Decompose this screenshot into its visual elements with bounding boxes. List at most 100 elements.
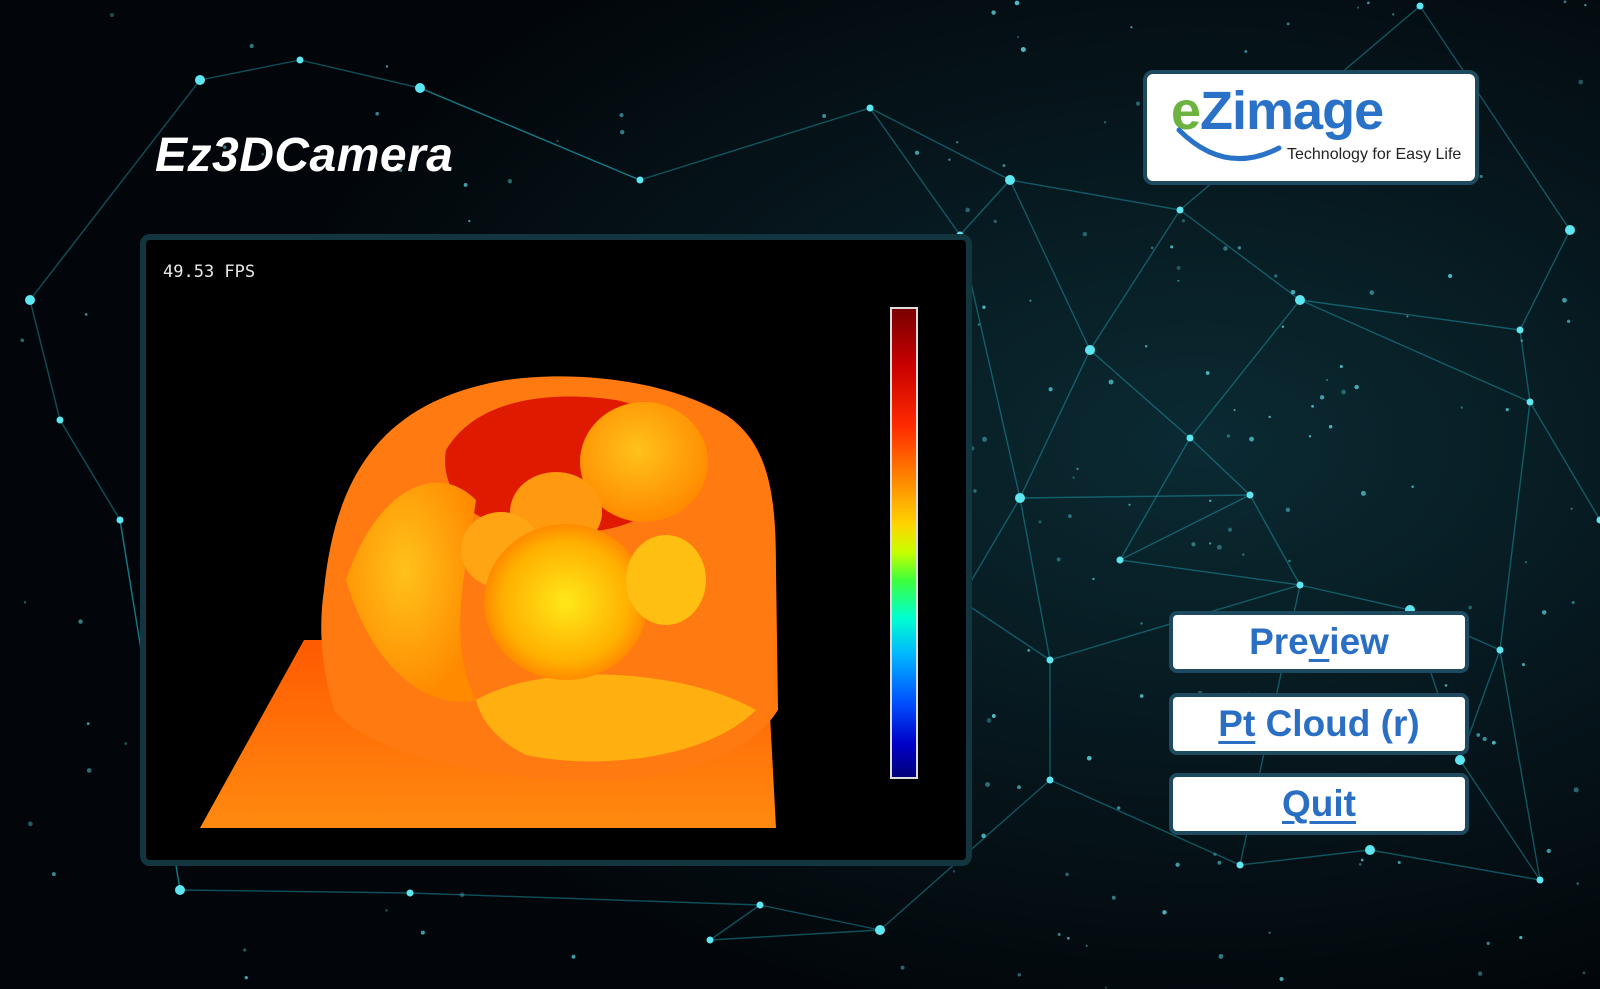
network-dot bbox=[1397, 860, 1401, 865]
network-dot bbox=[991, 714, 996, 718]
network-line bbox=[1089, 349, 1191, 439]
network-node bbox=[1455, 755, 1465, 765]
network-line bbox=[1249, 494, 1301, 586]
network-dot bbox=[385, 65, 389, 68]
logo-wordmark: eZimage bbox=[1171, 81, 1384, 141]
network-dot bbox=[459, 892, 465, 898]
network-dot bbox=[1505, 407, 1509, 412]
network-dot bbox=[1578, 79, 1584, 85]
network-dot bbox=[948, 158, 951, 161]
network-dot bbox=[1227, 527, 1233, 532]
network-dot bbox=[375, 111, 379, 116]
network-line bbox=[1019, 494, 1251, 499]
network-line bbox=[959, 179, 1011, 236]
network-dot bbox=[1411, 485, 1415, 489]
network-dot bbox=[973, 489, 977, 493]
preview-hotkey: v bbox=[1308, 621, 1330, 662]
network-dot bbox=[86, 722, 90, 725]
network-dot bbox=[1367, 1, 1370, 5]
network-node bbox=[1596, 516, 1600, 524]
network-node bbox=[56, 416, 64, 424]
network-dot bbox=[1020, 47, 1026, 53]
network-dot bbox=[1038, 520, 1042, 524]
quit-button[interactable]: Quit bbox=[1169, 773, 1469, 835]
network-dot bbox=[1162, 910, 1167, 915]
quit-hotkey: Quit bbox=[1282, 783, 1356, 824]
network-dot bbox=[1216, 544, 1222, 550]
network-node bbox=[636, 176, 644, 184]
network-dot bbox=[1562, 297, 1567, 303]
logo-tagline: Technology for Easy Life bbox=[1287, 146, 1462, 163]
network-line bbox=[1529, 401, 1600, 521]
network-dot bbox=[1002, 164, 1006, 168]
network-dot bbox=[1027, 648, 1031, 652]
network-line bbox=[409, 892, 761, 906]
network-line bbox=[1019, 349, 1091, 499]
network-dot bbox=[981, 833, 986, 839]
network-dot bbox=[1150, 246, 1154, 250]
network-node bbox=[1176, 206, 1184, 214]
network-dot bbox=[27, 821, 33, 827]
network-dot bbox=[1476, 733, 1481, 737]
network-dot bbox=[398, 168, 403, 173]
network-dot bbox=[1391, 13, 1395, 16]
network-dot bbox=[1130, 26, 1133, 29]
network-line bbox=[1369, 849, 1541, 881]
network-dot bbox=[1135, 101, 1141, 106]
network-dot bbox=[1521, 663, 1526, 667]
network-node bbox=[1046, 656, 1054, 664]
network-line bbox=[1419, 5, 1571, 231]
network-dot bbox=[619, 113, 624, 118]
network-dot bbox=[1181, 219, 1186, 223]
network-dot bbox=[914, 150, 920, 155]
network-node bbox=[406, 889, 414, 897]
network-dot bbox=[1546, 848, 1551, 854]
network-dot bbox=[1226, 434, 1231, 438]
network-dot bbox=[1065, 872, 1069, 877]
network-dot bbox=[1308, 435, 1312, 438]
network-dot bbox=[1209, 542, 1212, 545]
network-dot bbox=[1573, 787, 1579, 793]
network-dot bbox=[1176, 265, 1181, 270]
network-node bbox=[1295, 295, 1305, 305]
network-node bbox=[1365, 845, 1375, 855]
network-dot bbox=[1286, 22, 1290, 26]
network-line bbox=[1189, 299, 1301, 439]
network-node bbox=[875, 925, 885, 935]
network-dot bbox=[1279, 977, 1284, 982]
preview-button[interactable]: Pre v iew bbox=[1169, 611, 1469, 673]
network-node bbox=[25, 295, 35, 305]
network-dot bbox=[124, 742, 128, 745]
smile-icon bbox=[1176, 127, 1282, 162]
network-dot bbox=[1444, 684, 1448, 687]
network-dot bbox=[1524, 561, 1528, 564]
network-dot bbox=[1571, 600, 1575, 605]
network-dot bbox=[1570, 507, 1573, 510]
depth-viewer: 49.53 FPS bbox=[140, 234, 972, 866]
network-dot bbox=[1468, 605, 1472, 610]
network-dot bbox=[556, 139, 559, 143]
network-line bbox=[1499, 649, 1541, 881]
network-dot bbox=[1285, 507, 1291, 513]
network-dot bbox=[985, 782, 991, 787]
network-line bbox=[709, 904, 761, 941]
pt-cloud-button[interactable]: Pt Cloud (r) bbox=[1169, 693, 1469, 755]
network-dot bbox=[1108, 379, 1114, 385]
network-line bbox=[1189, 437, 1251, 496]
network-line bbox=[1009, 179, 1181, 211]
network-dot bbox=[986, 718, 992, 723]
network-dot bbox=[1249, 436, 1254, 442]
network-dot bbox=[1360, 490, 1366, 496]
network-line bbox=[1239, 849, 1371, 866]
network-dot bbox=[51, 872, 56, 877]
network-line bbox=[1119, 559, 1301, 586]
network-node bbox=[1536, 876, 1544, 884]
fps-readout: 49.53 FPS bbox=[163, 262, 256, 282]
network-dot bbox=[1017, 973, 1021, 977]
network-dot bbox=[1175, 862, 1180, 867]
network-line bbox=[1009, 179, 1091, 351]
network-dot bbox=[1177, 279, 1180, 282]
network-dot bbox=[109, 12, 115, 18]
network-line bbox=[1459, 759, 1541, 881]
network-line bbox=[1499, 401, 1531, 651]
